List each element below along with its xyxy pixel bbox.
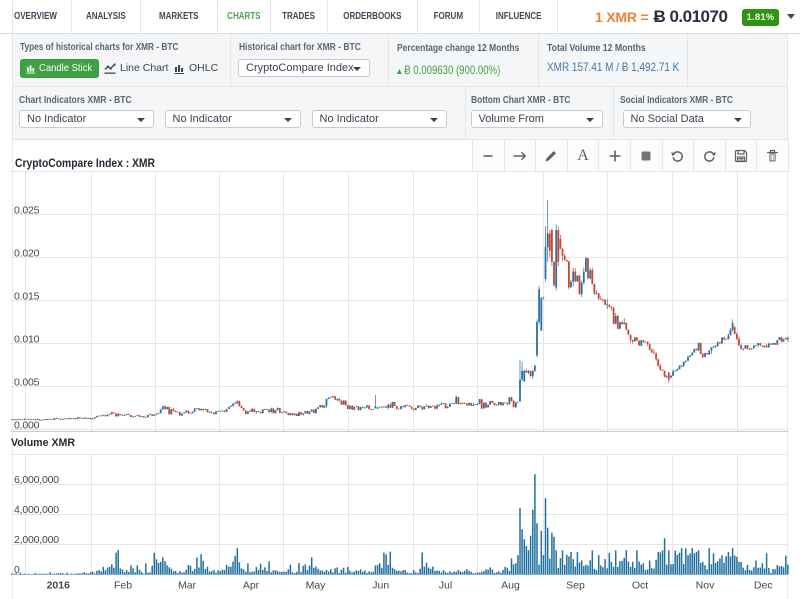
svg-text:Aug: Aug xyxy=(501,580,520,592)
svg-text:6,000,000: 6,000,000 xyxy=(14,474,59,486)
svg-text:2,000,000: 2,000,000 xyxy=(14,534,59,546)
svg-text:0.010: 0.010 xyxy=(14,334,40,346)
svg-text:0.025: 0.025 xyxy=(14,205,40,217)
svg-text:Dec: Dec xyxy=(754,580,773,592)
svg-text:Mar: Mar xyxy=(178,580,197,592)
svg-text:Nov: Nov xyxy=(696,580,715,592)
svg-text:Oct: Oct xyxy=(632,580,648,592)
svg-text:Apr: Apr xyxy=(243,580,260,592)
svg-text:0.020: 0.020 xyxy=(14,248,40,260)
svg-text:May: May xyxy=(306,580,327,592)
svg-text:Feb: Feb xyxy=(114,580,132,592)
svg-text:4,000,000: 4,000,000 xyxy=(14,504,59,516)
svg-text:Volume XMR: Volume XMR xyxy=(11,437,75,449)
svg-text:Sep: Sep xyxy=(566,580,585,592)
svg-text:0.000: 0.000 xyxy=(14,420,40,432)
svg-text:Jun: Jun xyxy=(372,580,389,592)
svg-text:CryptoCompare Index : XMR: CryptoCompare Index : XMR xyxy=(15,158,156,170)
svg-text:Jul: Jul xyxy=(439,580,452,592)
svg-text:0.005: 0.005 xyxy=(14,377,40,389)
svg-text:0: 0 xyxy=(14,564,20,576)
svg-text:2016: 2016 xyxy=(47,580,71,592)
svg-text:0.015: 0.015 xyxy=(14,291,40,303)
